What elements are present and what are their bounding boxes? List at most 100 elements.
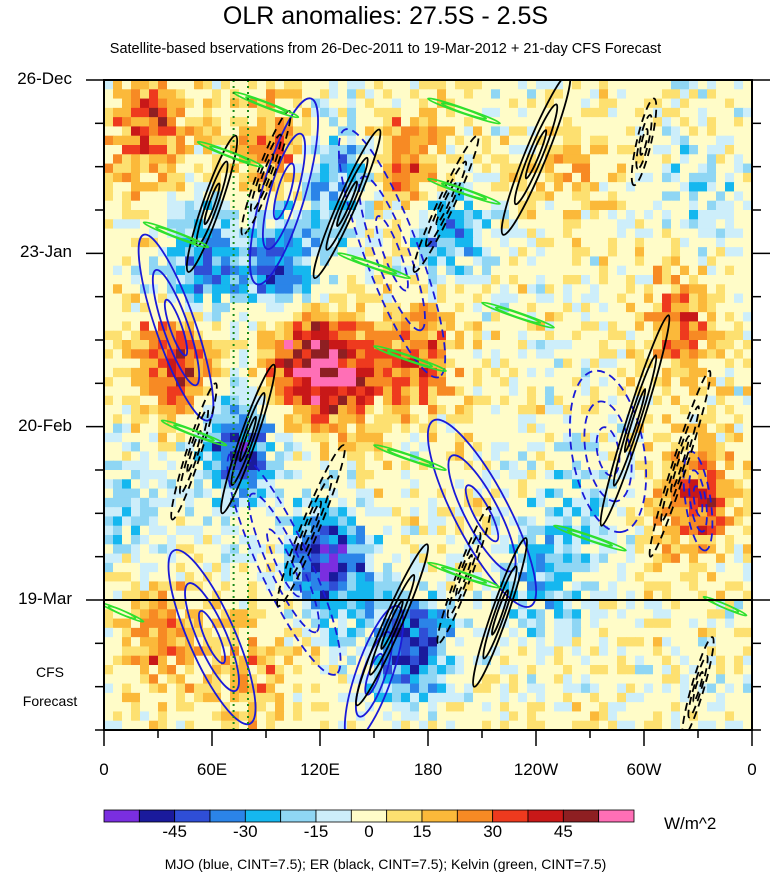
- heat-cell: [194, 618, 204, 629]
- heat-cell: [680, 293, 690, 304]
- heat-cell: [500, 247, 510, 258]
- heat-cell: [383, 460, 393, 471]
- heat-cell: [266, 237, 276, 248]
- heat-cell: [662, 423, 672, 434]
- heat-cell: [572, 145, 582, 155]
- heat-cell: [725, 284, 735, 295]
- heat-cell: [158, 275, 168, 285]
- heat-cell: [185, 600, 195, 610]
- heat-cell: [347, 228, 357, 239]
- heat-cell: [725, 646, 735, 657]
- heat-cell: [167, 154, 177, 165]
- heat-cell: [329, 581, 339, 592]
- heat-cell: [284, 182, 294, 193]
- heat-cell: [545, 711, 555, 722]
- heat-cell: [374, 145, 384, 155]
- heat-cell: [635, 80, 645, 90]
- heat-cell: [545, 172, 555, 183]
- heat-cell: [455, 414, 465, 425]
- heat-cell: [113, 711, 123, 722]
- heat-cell: [545, 572, 555, 583]
- heat-cell: [329, 321, 339, 332]
- heat-cell: [176, 516, 186, 527]
- heat-cell: [275, 98, 285, 109]
- heat-cell: [131, 284, 141, 295]
- heat-cell: [194, 135, 204, 146]
- heat-cell: [572, 451, 582, 462]
- heat-cell: [572, 154, 582, 165]
- heat-cell: [554, 367, 564, 378]
- heat-cell: [671, 423, 681, 434]
- heat-cell: [212, 256, 222, 267]
- heat-cell: [320, 358, 330, 369]
- heat-cell: [185, 210, 195, 220]
- heat-cell: [365, 460, 375, 471]
- heat-cell: [266, 358, 276, 369]
- heat-cell: [113, 637, 123, 648]
- heat-cell: [365, 497, 375, 508]
- heat-cell: [707, 386, 717, 397]
- heat-cell: [212, 479, 222, 490]
- heat-cell: [491, 692, 501, 703]
- heat-cell: [194, 535, 204, 545]
- heat-cell: [437, 80, 447, 90]
- heat-cell: [491, 349, 501, 360]
- heat-cell: [113, 358, 123, 369]
- heat-cell: [716, 145, 726, 155]
- heat-cell: [230, 405, 240, 415]
- heat-cell: [158, 720, 168, 730]
- heat-cell: [446, 284, 456, 295]
- heat-cell: [617, 395, 627, 406]
- heat-cell: [572, 553, 582, 564]
- heat-cell: [725, 312, 735, 323]
- heat-cell: [230, 442, 240, 453]
- heat-cell: [257, 117, 267, 128]
- heat-cell: [194, 293, 204, 304]
- heat-cell: [392, 145, 402, 155]
- heat-cell: [635, 349, 645, 360]
- heat-cell: [383, 200, 393, 211]
- heat-cell: [545, 497, 555, 508]
- heat-cell: [194, 312, 204, 323]
- heat-cell: [464, 228, 474, 239]
- heat-cell: [293, 182, 303, 193]
- heat-cell: [149, 302, 159, 313]
- heat-cell: [401, 200, 411, 211]
- heat-cell: [698, 590, 708, 601]
- heat-cell: [329, 627, 339, 638]
- heat-cell: [599, 284, 609, 295]
- chart-title: OLR anomalies: 27.5S - 2.5S: [222, 2, 549, 30]
- heat-cell: [320, 692, 330, 703]
- heat-cell: [716, 312, 726, 323]
- heat-cell: [626, 275, 636, 285]
- heat-cell: [356, 423, 366, 434]
- heat-cell: [329, 302, 339, 313]
- heat-cell: [302, 349, 312, 360]
- heat-cell: [698, 117, 708, 128]
- heat-cell: [554, 544, 564, 555]
- heat-cell: [347, 284, 357, 295]
- heat-cell: [374, 535, 384, 545]
- heat-cell: [221, 200, 231, 211]
- heat-cell: [284, 674, 294, 685]
- heat-cell: [482, 655, 492, 666]
- heat-cell: [293, 683, 303, 694]
- heat-cell: [230, 145, 240, 155]
- heat-cell: [320, 637, 330, 648]
- heat-cell: [185, 340, 195, 350]
- heat-cell: [455, 544, 465, 555]
- heat-cell: [329, 405, 339, 415]
- heat-cell: [401, 525, 411, 536]
- heat-cell: [320, 581, 330, 592]
- heat-cell: [248, 293, 258, 304]
- heat-cell: [680, 135, 690, 146]
- heat-cell: [230, 683, 240, 694]
- heat-cell: [104, 302, 114, 313]
- heat-cell: [518, 702, 528, 713]
- heat-cell: [572, 210, 582, 220]
- heat-cell: [140, 367, 150, 378]
- heat-cell: [185, 488, 195, 499]
- heat-cell: [293, 265, 303, 276]
- heat-cell: [653, 117, 663, 128]
- heat-cell: [320, 562, 330, 573]
